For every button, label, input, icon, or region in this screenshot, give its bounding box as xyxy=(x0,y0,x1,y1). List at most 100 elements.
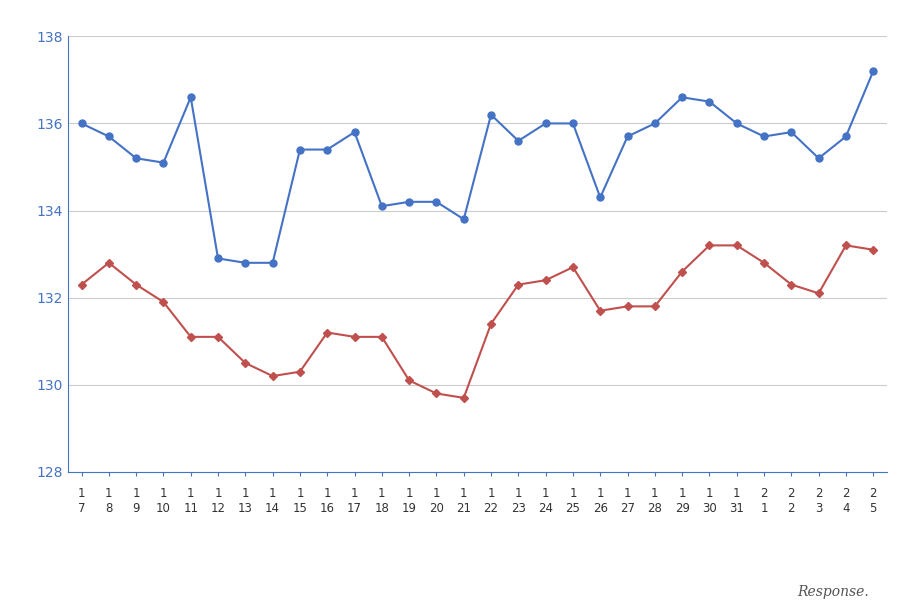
Text: 2: 2 xyxy=(814,487,823,500)
Text: 1: 1 xyxy=(323,487,331,500)
Text: 1: 1 xyxy=(515,487,522,500)
レギュラー看板価格(円/L) xyxy=(376,203,387,210)
Text: 1: 1 xyxy=(596,487,604,500)
Text: 21: 21 xyxy=(456,502,472,515)
レギュラー看板価格(円/L) xyxy=(595,194,605,201)
Text: 1: 1 xyxy=(760,502,767,515)
Text: 23: 23 xyxy=(511,502,526,515)
レギュラー看板価格(円/L) xyxy=(677,94,688,101)
レギュラー看板価格(円/L) xyxy=(786,128,796,136)
Text: 1: 1 xyxy=(569,487,576,500)
Text: 1: 1 xyxy=(296,487,304,500)
Text: 1: 1 xyxy=(378,487,386,500)
Text: 2: 2 xyxy=(787,502,795,515)
Text: 29: 29 xyxy=(674,502,690,515)
Text: 7: 7 xyxy=(78,502,85,515)
レギュラー看板価格(円/L) xyxy=(294,146,305,153)
Text: 9: 9 xyxy=(132,502,140,515)
Text: 13: 13 xyxy=(238,502,252,515)
レギュラー看板価格(円/L) xyxy=(431,198,442,206)
レギュラー看板価格(円/L) xyxy=(322,146,333,153)
レギュラー看板価格(円/L) xyxy=(130,155,141,162)
レギュラー実売価格(円/L) xyxy=(458,394,469,402)
Text: 19: 19 xyxy=(402,502,416,515)
レギュラー看板価格(円/L) xyxy=(704,98,715,105)
Text: 1: 1 xyxy=(706,487,713,500)
レギュラー看板価格(円/L) xyxy=(404,198,414,206)
Text: 5: 5 xyxy=(870,502,877,515)
レギュラー実売価格(円/L) xyxy=(376,333,387,341)
レギュラー看板価格(円/L) xyxy=(540,120,551,127)
レギュラー実売価格(円/L) xyxy=(650,302,661,310)
Text: 10: 10 xyxy=(156,502,171,515)
レギュラー実売価格(円/L) xyxy=(486,320,497,327)
レギュラー看板価格(円/L) xyxy=(103,133,114,140)
Text: 1: 1 xyxy=(242,487,249,500)
レギュラー看板価格(円/L) xyxy=(841,133,852,140)
レギュラー実売価格(円/L) xyxy=(677,268,688,275)
Text: 11: 11 xyxy=(183,502,198,515)
レギュラー看板価格(円/L) xyxy=(186,94,196,101)
Text: 2: 2 xyxy=(870,487,877,500)
レギュラー実売価格(円/L) xyxy=(540,276,551,284)
レギュラー実売価格(円/L) xyxy=(213,333,224,341)
レギュラー実売価格(円/L) xyxy=(76,281,87,288)
Text: 31: 31 xyxy=(729,502,744,515)
レギュラー看板価格(円/L) xyxy=(213,255,224,262)
レギュラー実売価格(円/L) xyxy=(130,281,141,288)
Text: 18: 18 xyxy=(375,502,389,515)
レギュラー実売価格(円/L) xyxy=(240,359,251,367)
レギュラー看板価格(円/L) xyxy=(650,120,661,127)
Text: 1: 1 xyxy=(624,487,632,500)
レギュラー実売価格(円/L) xyxy=(704,242,715,249)
レギュラー実売価格(円/L) xyxy=(158,298,169,306)
レギュラー看板価格(円/L) xyxy=(567,120,578,127)
Text: 16: 16 xyxy=(319,502,335,515)
レギュラー実売価格(円/L) xyxy=(267,373,278,380)
レギュラー看板価格(円/L) xyxy=(486,111,497,119)
レギュラー実売価格(円/L) xyxy=(186,333,196,341)
Text: 1: 1 xyxy=(460,487,468,500)
レギュラー看板価格(円/L) xyxy=(731,120,742,127)
Text: 20: 20 xyxy=(429,502,443,515)
Line: レギュラー看板価格(円/L): レギュラー看板価格(円/L) xyxy=(78,68,877,266)
レギュラー看板価格(円/L) xyxy=(76,120,87,127)
レギュラー実売価格(円/L) xyxy=(814,290,824,297)
Text: 1: 1 xyxy=(733,487,740,500)
Text: 27: 27 xyxy=(620,502,635,515)
レギュラー実売価格(円/L) xyxy=(294,368,305,375)
レギュラー看板価格(円/L) xyxy=(267,259,278,266)
Text: 1: 1 xyxy=(159,487,167,500)
Text: 3: 3 xyxy=(815,502,823,515)
Text: 1: 1 xyxy=(487,487,495,500)
レギュラー実売価格(円/L) xyxy=(758,259,769,266)
レギュラー実売価格(円/L) xyxy=(322,329,333,336)
レギュラー看板価格(円/L) xyxy=(349,128,360,136)
レギュラー看板価格(円/L) xyxy=(868,68,879,75)
レギュラー実売価格(円/L) xyxy=(622,302,633,310)
レギュラー看板価格(円/L) xyxy=(622,133,633,140)
Text: 1: 1 xyxy=(542,487,549,500)
Text: 1: 1 xyxy=(651,487,659,500)
レギュラー実売価格(円/L) xyxy=(349,333,360,341)
Text: Response.: Response. xyxy=(797,585,869,599)
Text: 28: 28 xyxy=(647,502,662,515)
レギュラー実売価格(円/L) xyxy=(103,259,114,266)
レギュラー看板価格(円/L) xyxy=(758,133,769,140)
Text: 24: 24 xyxy=(538,502,553,515)
レギュラー実売価格(円/L) xyxy=(841,242,852,249)
Line: レギュラー実売価格(円/L): レギュラー実売価格(円/L) xyxy=(79,243,876,401)
Text: 1: 1 xyxy=(269,487,276,500)
Text: 22: 22 xyxy=(483,502,499,515)
Text: 2: 2 xyxy=(843,487,850,500)
レギュラー看板価格(円/L) xyxy=(814,155,824,162)
Text: 1: 1 xyxy=(351,487,358,500)
Text: 25: 25 xyxy=(566,502,580,515)
Text: 1: 1 xyxy=(214,487,222,500)
レギュラー実売価格(円/L) xyxy=(786,281,796,288)
Text: 17: 17 xyxy=(347,502,362,515)
Text: 30: 30 xyxy=(702,502,717,515)
Text: 2: 2 xyxy=(787,487,795,500)
レギュラー実売価格(円/L) xyxy=(868,246,879,253)
Text: 8: 8 xyxy=(105,502,112,515)
